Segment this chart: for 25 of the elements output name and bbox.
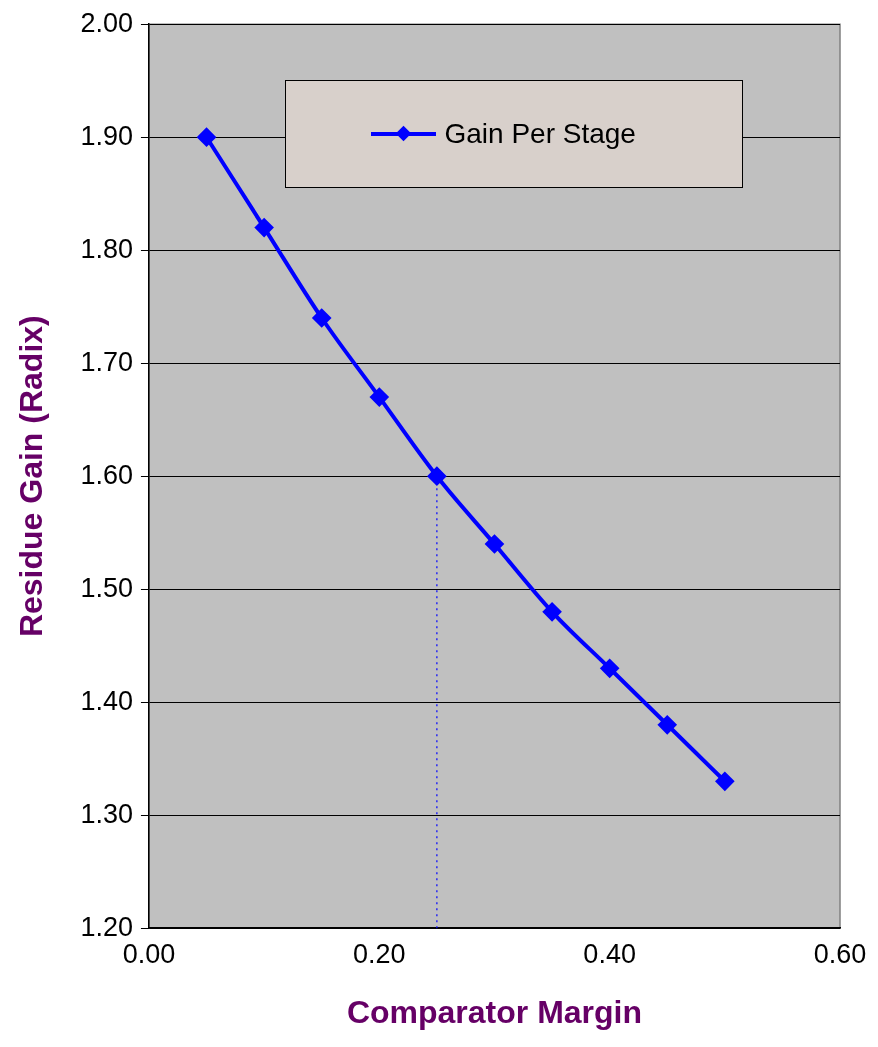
y-tick-label: 1.40 bbox=[80, 685, 133, 716]
x-tick-label: 0.20 bbox=[353, 938, 406, 969]
point bbox=[255, 218, 274, 237]
y-axis-title: Residue Gain (Radix) bbox=[13, 315, 50, 638]
y-tick-label: 1.90 bbox=[80, 120, 133, 151]
point bbox=[427, 467, 446, 486]
x-tick-label: 0.60 bbox=[813, 938, 867, 969]
y-tick-label: 1.30 bbox=[80, 798, 133, 829]
y-tick-label: 1.70 bbox=[80, 346, 133, 377]
y-tick-label: 1.80 bbox=[80, 233, 133, 264]
point bbox=[312, 309, 331, 327]
x-axis-title: Comparator Margin bbox=[346, 993, 643, 1030]
y-tick-label: 1.60 bbox=[80, 459, 133, 490]
point bbox=[715, 772, 734, 791]
point bbox=[370, 388, 389, 407]
point bbox=[197, 128, 216, 147]
y-tick-label: 1.50 bbox=[80, 572, 133, 603]
x-tick-label: 0.40 bbox=[583, 938, 636, 969]
point bbox=[658, 715, 677, 734]
point bbox=[485, 535, 504, 553]
legend-frame: Gain Per Stage bbox=[285, 80, 744, 189]
point bbox=[543, 602, 562, 621]
legend-label: Gain Per Stage bbox=[444, 118, 636, 151]
y-tick-label: 2.00 bbox=[80, 7, 133, 38]
point bbox=[600, 659, 619, 678]
